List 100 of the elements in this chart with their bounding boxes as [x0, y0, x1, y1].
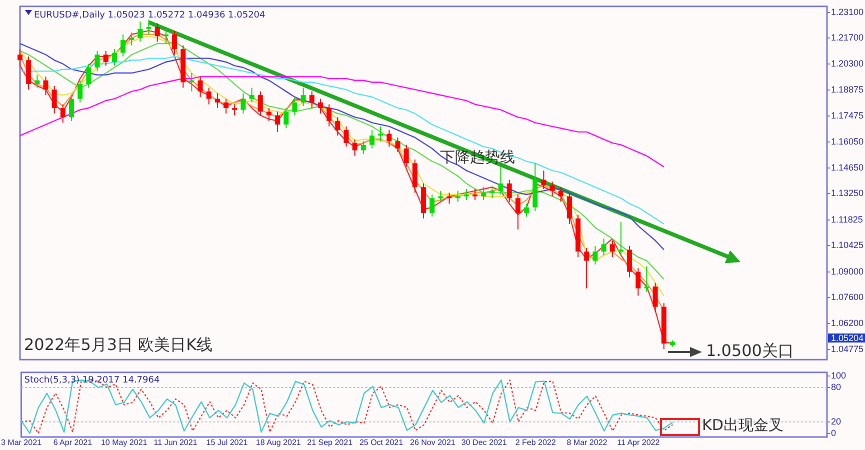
candlestick — [284, 108, 289, 129]
candlestick — [94, 50, 100, 72]
candlestick — [154, 22, 160, 42]
y-tick-label: 1.11825 — [831, 214, 863, 224]
y-tick-label: 1.16050 — [831, 136, 864, 147]
x-tick-label: 11 Apr 2022 — [617, 438, 660, 448]
candlestick — [60, 104, 66, 124]
candlestick — [26, 56, 32, 90]
candlestick — [472, 188, 478, 201]
y-tick-label: 1.04775 — [831, 344, 864, 354]
candlestick — [129, 32, 134, 46]
candlestick — [481, 186, 486, 201]
candlestick — [636, 268, 641, 296]
candlestick — [292, 96, 298, 116]
y-tick-label: 1.06200 — [831, 318, 864, 328]
candlestick — [618, 222, 624, 256]
candlestick — [300, 87, 306, 107]
candlestick — [249, 87, 254, 103]
candlestick — [232, 104, 238, 116]
candlestick — [138, 20, 143, 42]
y-tick-label: 1.07600 — [831, 292, 864, 302]
candlestick — [524, 203, 530, 218]
candlestick — [464, 188, 469, 201]
candlestick — [652, 282, 658, 313]
candlestick — [309, 90, 314, 108]
candlestick — [584, 247, 590, 289]
x-tick-label: 11 Jun 2021 — [154, 438, 198, 448]
y-tick-label: 1.10425 — [831, 240, 864, 250]
x-tick-label: 10 May 2021 — [100, 438, 148, 448]
x-tick-label: 26 Nov 2021 — [410, 438, 456, 448]
candlestick — [627, 246, 632, 278]
y-tick-label: 1.23100 — [831, 6, 864, 17]
candlestick — [430, 194, 435, 218]
candlestick — [52, 85, 57, 114]
x-tick-label: 25 Oct 2021 — [359, 438, 404, 448]
candlestick — [395, 136, 400, 153]
y-tick-label: 80 — [831, 382, 842, 392]
candlestick — [344, 126, 349, 148]
candlestick — [258, 90, 263, 116]
y-tick-label: 1.17475 — [831, 110, 864, 120]
candlestick — [146, 19, 152, 35]
candlestick — [558, 186, 564, 202]
y-tick-label: 1.18875 — [831, 84, 864, 95]
candlestick — [206, 87, 212, 105]
candlestick — [34, 74, 40, 88]
text: EURUSD#,Daily 1.05023 1.05272 1.04936 1.05204 — [34, 10, 266, 21]
candlestick — [592, 246, 598, 265]
candlestick — [541, 170, 546, 190]
annotation: 2022年5月3日 欧美日K线 — [24, 335, 213, 354]
candlestick — [644, 266, 650, 293]
candlestick — [43, 76, 48, 96]
candlestick — [86, 63, 92, 88]
candlestick — [266, 108, 272, 122]
candlestick — [335, 116, 340, 136]
candlestick — [214, 92, 220, 108]
candlestick — [506, 179, 512, 202]
candlestick — [601, 238, 606, 256]
x-tick-label: 3 Mar 2021 — [1, 438, 42, 448]
candlestick — [240, 92, 246, 114]
text: 1.05204 — [831, 332, 864, 343]
candlestick — [172, 30, 178, 56]
x-tick-label: 15 Jul 2021 — [206, 438, 248, 448]
candlestick — [275, 111, 280, 132]
x-tick-label: 30 Dec 2021 — [461, 438, 508, 448]
candlestick — [498, 166, 504, 196]
y-tick-label: 1.14650 — [831, 162, 864, 172]
y-tick-label: 1.21700 — [831, 32, 864, 43]
candlestick — [18, 48, 22, 66]
annotation: 1.0500关口 — [706, 341, 794, 360]
candlestick — [352, 138, 358, 156]
chart-title: Stoch(5,3,3) 19.2017 14.7964 — [24, 376, 160, 386]
candlestick — [120, 34, 126, 57]
x-tick-label: 21 Sep 2021 — [307, 438, 354, 448]
candlestick — [112, 48, 117, 66]
candlestick — [610, 240, 615, 258]
candlestick — [566, 192, 572, 224]
y-tick-label: 1.20300 — [831, 58, 864, 68]
x-tick-label: 6 Apr 2021 — [53, 438, 93, 448]
candlestick — [69, 94, 74, 122]
candlestick — [550, 181, 555, 197]
candlestick — [103, 50, 108, 66]
y-tick-label: 1.09000 — [831, 266, 864, 276]
x-tick-label: 8 Mar 2022 — [566, 438, 608, 448]
x-tick-label: 2 Feb 2022 — [515, 438, 556, 448]
candlestick — [404, 144, 409, 168]
candlestick — [224, 98, 229, 114]
y-tick-label: 20 — [831, 416, 842, 426]
candlestick — [412, 159, 418, 194]
candlestick — [198, 76, 203, 98]
candlestick — [318, 98, 323, 114]
candlestick — [360, 140, 366, 155]
candlestick — [326, 104, 332, 127]
candlestick — [78, 80, 83, 103]
candlestick — [369, 130, 374, 149]
y-tick-label: 0 — [831, 428, 836, 438]
candlestick — [515, 194, 520, 230]
candlestick — [386, 130, 392, 148]
x-tick-label: 18 Aug 2021 — [256, 438, 302, 448]
annotation: KD出现金叉 — [702, 416, 784, 434]
y-tick-label: 1.13250 — [831, 188, 864, 198]
